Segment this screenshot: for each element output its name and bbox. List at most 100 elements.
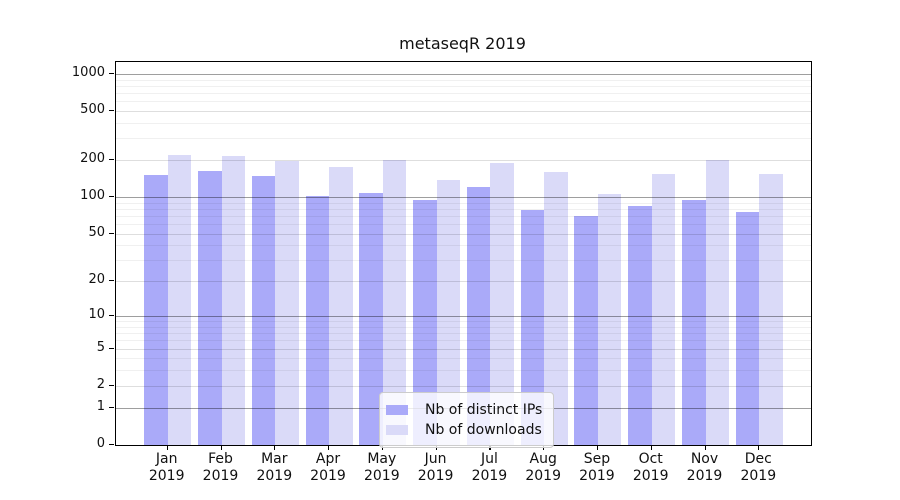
x-axis-tick-label-jul: Jul 2019 xyxy=(459,451,519,485)
bar-downloads-oct xyxy=(651,174,676,445)
minor-gridline xyxy=(116,138,811,140)
x-tick-month: Mar xyxy=(261,451,288,467)
bar-downloads-may xyxy=(382,160,407,445)
major-gridline xyxy=(116,233,811,235)
y-axis-tick xyxy=(109,406,114,408)
x-tick-year: 2019 xyxy=(686,468,723,484)
decade-gridline xyxy=(116,197,811,198)
bar-distinct-ips-jan xyxy=(144,175,168,445)
y-axis-tick-label: 5 xyxy=(96,339,105,355)
minor-gridline xyxy=(116,79,811,81)
minor-gridline xyxy=(116,208,811,210)
minor-gridline xyxy=(116,202,811,204)
y-axis-tick xyxy=(109,110,114,112)
minor-gridline xyxy=(116,358,811,360)
minor-gridline xyxy=(116,370,811,372)
x-tick-year: 2019 xyxy=(579,468,615,484)
x-axis-tick-label-sep: Sep 2019 xyxy=(567,451,627,485)
bar-downloads-mar xyxy=(275,161,299,445)
bar-distinct-ips-dec xyxy=(735,212,760,445)
y-axis-tick-label: 10 xyxy=(88,307,105,322)
x-tick-month: Sep xyxy=(583,451,611,467)
x-tick-month: Jan xyxy=(155,451,178,467)
x-tick-month: Apr xyxy=(315,451,341,467)
x-axis-tick-label-jan: Jan 2019 xyxy=(137,451,197,485)
x-axis-tick xyxy=(758,445,760,450)
bar-distinct-ips-may xyxy=(359,193,383,445)
x-axis-tick-label-mar: Mar 2019 xyxy=(244,451,304,485)
minor-gridline xyxy=(116,326,811,328)
bar-distinct-ips-sep xyxy=(574,215,598,445)
y-axis-tick-label: 2 xyxy=(96,376,105,392)
x-tick-year: 2019 xyxy=(363,468,400,484)
x-axis-tick xyxy=(166,445,168,450)
y-axis-tick xyxy=(109,196,114,198)
minor-gridline xyxy=(116,321,811,323)
x-axis-tick-label-feb: Feb 2019 xyxy=(191,451,251,485)
y-axis-tick xyxy=(109,159,114,161)
bar-downloads-sep xyxy=(597,194,622,445)
x-axis-tick xyxy=(704,445,706,450)
x-axis-tick xyxy=(220,445,222,450)
minor-gridline xyxy=(116,224,811,225)
major-gridline xyxy=(116,348,811,350)
x-axis-tick xyxy=(328,445,330,450)
x-tick-month: Dec xyxy=(744,451,772,467)
bar-distinct-ips-mar xyxy=(251,176,276,445)
minor-gridline xyxy=(116,85,811,87)
major-gridline xyxy=(116,160,811,161)
major-gridline xyxy=(116,111,811,112)
x-axis-tick-label-jun: Jun 2019 xyxy=(406,451,466,485)
minor-gridline xyxy=(116,333,811,335)
bar-distinct-ips-jul xyxy=(466,186,491,445)
bar-distinct-ips-aug xyxy=(520,209,545,445)
bar-distinct-ips-apr xyxy=(305,195,329,445)
x-tick-year: 2019 xyxy=(471,468,508,484)
y-axis-tick xyxy=(109,384,114,386)
minor-gridline xyxy=(116,101,811,103)
major-gridline xyxy=(116,385,811,387)
legend-label-distinct-ips: Nb of distinct IPs xyxy=(425,402,543,418)
major-gridline xyxy=(116,281,811,283)
y-axis-tick-label: 500 xyxy=(80,102,105,117)
legend-row: Nb of downloads xyxy=(386,420,542,440)
chart-title: metaseqR 2019 xyxy=(399,34,526,53)
y-axis-tick-label: 50 xyxy=(88,224,105,240)
bar-distinct-ips-feb xyxy=(198,170,222,445)
bar-distinct-ips-jun xyxy=(413,199,437,445)
x-tick-year: 2019 xyxy=(632,468,669,484)
x-tick-month: Nov xyxy=(690,451,719,467)
y-axis-tick-label: 1000 xyxy=(71,64,105,80)
y-axis-tick-label: 100 xyxy=(80,188,105,203)
y-axis-tick xyxy=(109,280,114,282)
bar-downloads-dec xyxy=(759,174,783,445)
x-tick-month: Jul xyxy=(480,451,498,467)
minor-gridline xyxy=(116,215,811,217)
x-tick-year: 2019 xyxy=(310,468,346,484)
y-axis-tick xyxy=(109,232,114,234)
bar-downloads-aug xyxy=(544,171,568,445)
x-axis-tick-label-apr: Apr 2019 xyxy=(298,451,358,485)
y-axis-tick xyxy=(109,443,114,445)
x-tick-month: Jun xyxy=(424,451,447,467)
x-axis-tick xyxy=(596,445,599,450)
decade-gridline xyxy=(116,316,811,317)
y-axis-tick-label: 0 xyxy=(96,435,105,451)
y-axis-tick-label: 20 xyxy=(88,272,105,288)
x-axis-tick-label-nov: Nov 2019 xyxy=(675,451,735,485)
minor-gridline xyxy=(116,260,811,262)
y-axis-tick xyxy=(109,347,114,349)
x-tick-month: Aug xyxy=(529,451,557,467)
x-tick-year: 2019 xyxy=(256,468,293,484)
x-axis-tick-label-may: May 2019 xyxy=(352,451,412,485)
bar-downloads-apr xyxy=(329,166,353,445)
x-axis-tick-label-dec: Dec 2019 xyxy=(728,451,788,485)
minor-gridline xyxy=(116,93,811,94)
x-axis-tick xyxy=(650,445,652,450)
y-axis-tick-label: 200 xyxy=(80,151,105,166)
bar-distinct-ips-nov xyxy=(682,200,706,445)
minor-gridline xyxy=(116,340,811,342)
decade-gridline xyxy=(116,73,811,75)
bar-downloads-jan xyxy=(167,154,192,445)
y-axis-tick-label: 1 xyxy=(96,398,105,414)
